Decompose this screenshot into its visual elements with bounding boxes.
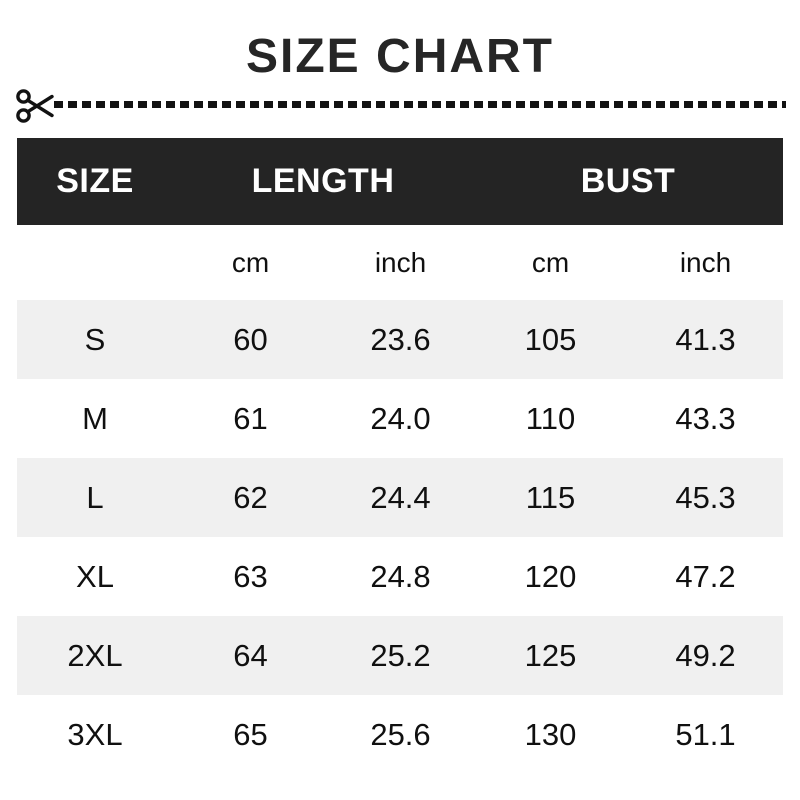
dashed-cut-line [54,101,786,108]
cell-length-inch: 24.0 [370,400,431,436]
cell-bust-inch: 41.3 [675,321,736,357]
page-title: SIZE CHART [246,30,554,83]
unit-length-cm: cm [231,246,270,278]
column-group-size: SIZE [56,162,134,200]
table-row: M 61 24.0 110 43.3 [17,379,783,458]
cell-size: S [84,321,106,357]
cell-bust-inch: 51.1 [675,716,736,752]
cell-length-cm: 61 [233,400,268,436]
cell-length-inch: 25.2 [370,637,431,673]
cell-size: M [82,400,108,436]
scissors-icon [14,88,54,124]
cell-bust-cm: 105 [524,321,577,357]
cell-length-cm: 64 [233,637,268,673]
table-unit-row: cm inch cm inch [17,225,783,300]
cell-size: XL [76,558,114,594]
column-group-bust: BUST [580,162,676,200]
table-row: S 60 23.6 105 41.3 [17,300,783,379]
size-table: SIZE LENGTH BUST cm inch cm inch S 60 23… [17,138,783,774]
table-row: 2XL 64 25.2 125 49.2 [17,616,783,695]
cell-bust-cm: 125 [524,637,577,673]
table-row: 3XL 65 25.6 130 51.1 [17,695,783,774]
table-row: XL 63 24.8 120 47.2 [17,537,783,616]
cell-length-cm: 60 [233,321,268,357]
cell-bust-cm: 120 [524,558,577,594]
cell-size: 2XL [67,637,123,673]
cell-bust-inch: 49.2 [675,637,736,673]
cell-size: 3XL [67,716,123,752]
cell-length-cm: 63 [233,558,268,594]
column-group-length: LENGTH [251,162,395,200]
cell-length-inch: 25.6 [370,716,431,752]
table-header-row: SIZE LENGTH BUST [17,138,783,225]
cell-bust-inch: 43.3 [675,400,736,436]
cell-bust-cm: 110 [525,400,576,436]
cut-line [14,88,786,124]
unit-bust-inch: inch [679,246,732,278]
cell-bust-cm: 130 [524,716,577,752]
cell-length-inch: 24.4 [370,479,431,515]
cell-length-inch: 24.8 [370,558,431,594]
unit-length-inch: inch [374,246,427,278]
cell-bust-inch: 45.3 [675,479,736,515]
table-row: L 62 24.4 115 45.3 [17,458,783,537]
cell-bust-inch: 47.2 [675,558,736,594]
cell-length-cm: 62 [233,479,268,515]
unit-bust-cm: cm [531,246,570,278]
cell-size: L [86,479,104,515]
cell-bust-cm: 115 [525,479,576,515]
cell-length-inch: 23.6 [370,321,431,357]
cell-length-cm: 65 [233,716,268,752]
